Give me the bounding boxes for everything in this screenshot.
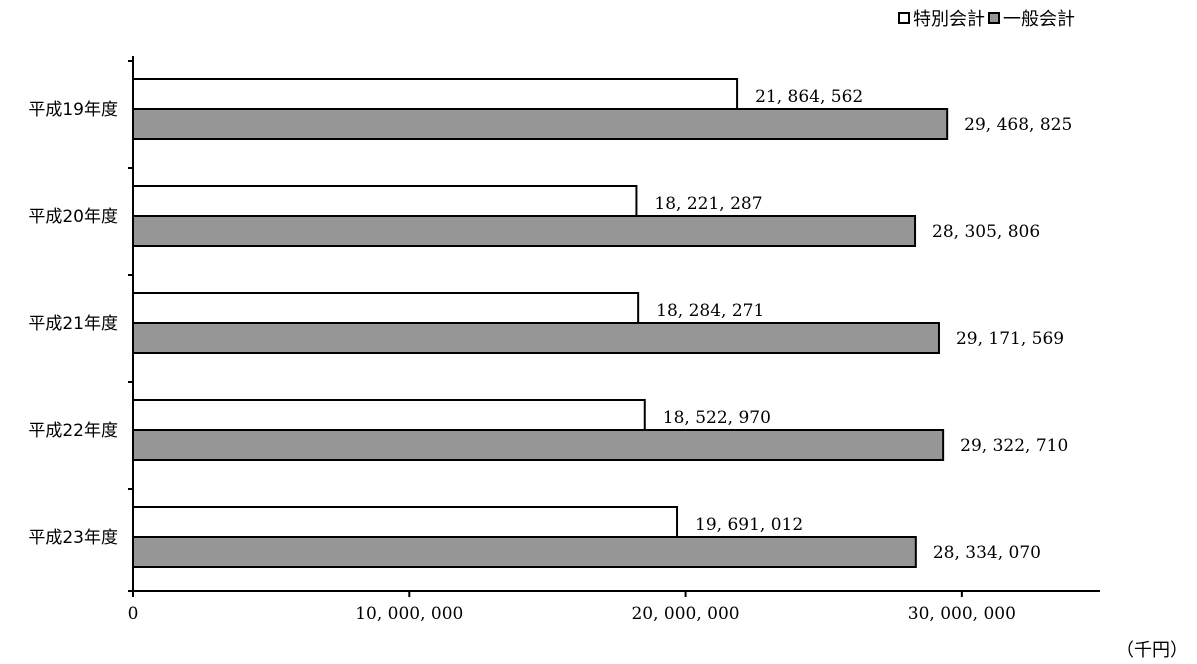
x-tick-label: 0	[128, 604, 139, 624]
bar-tokubetsu-2	[132, 185, 638, 217]
data-label: 29, 322, 710	[960, 436, 1068, 456]
data-label: 18, 284, 271	[656, 301, 764, 321]
category-label: 平成23年度	[28, 528, 118, 548]
data-label: 21, 864, 562	[755, 87, 863, 107]
category-label: 平成19年度	[28, 100, 118, 120]
bar-ippan-2	[132, 215, 917, 247]
data-label: 18, 221, 287	[654, 194, 762, 214]
legend: 特別会計 一般会計	[898, 9, 1075, 30]
data-label: 19, 691, 012	[695, 515, 803, 535]
data-label: 29, 468, 825	[964, 115, 1072, 135]
bars	[132, 78, 949, 568]
data-label: 28, 305, 806	[932, 222, 1040, 242]
data-label: 28, 334, 070	[933, 543, 1041, 563]
category-label: 平成22年度	[28, 421, 118, 441]
bar-ippan-4	[132, 429, 945, 461]
data-label: 18, 522, 970	[663, 408, 771, 428]
legend-swatch-tokubetsu	[898, 12, 910, 24]
category-label: 平成20年度	[28, 207, 118, 227]
bar-tokubetsu-5	[132, 506, 679, 538]
category-label: 平成21年度	[28, 314, 118, 334]
x-tick-label: 10, 000, 000	[355, 604, 463, 624]
bar-ippan-1	[132, 108, 949, 140]
axes	[128, 56, 1100, 597]
legend-swatch-ippan	[988, 12, 1000, 24]
data-label: 29, 171, 569	[956, 329, 1064, 349]
x-tick-label: 20, 000, 000	[631, 604, 739, 624]
bar-tokubetsu-4	[132, 399, 646, 431]
bar-ippan-5	[132, 536, 917, 568]
unit-label: （千円）	[1116, 640, 1188, 661]
bar-ippan-3	[132, 322, 940, 354]
bar-tokubetsu-3	[132, 292, 640, 324]
x-tick-label: 30, 000, 000	[908, 604, 1016, 624]
legend-label-tokubetsu: 特別会計	[913, 9, 985, 30]
legend-label-ippan: 一般会計	[1003, 9, 1075, 30]
bar-tokubetsu-1	[132, 78, 739, 110]
labels: 21, 864, 562 29, 468, 825 平成19年度 18, 221, 2…	[28, 87, 1188, 661]
